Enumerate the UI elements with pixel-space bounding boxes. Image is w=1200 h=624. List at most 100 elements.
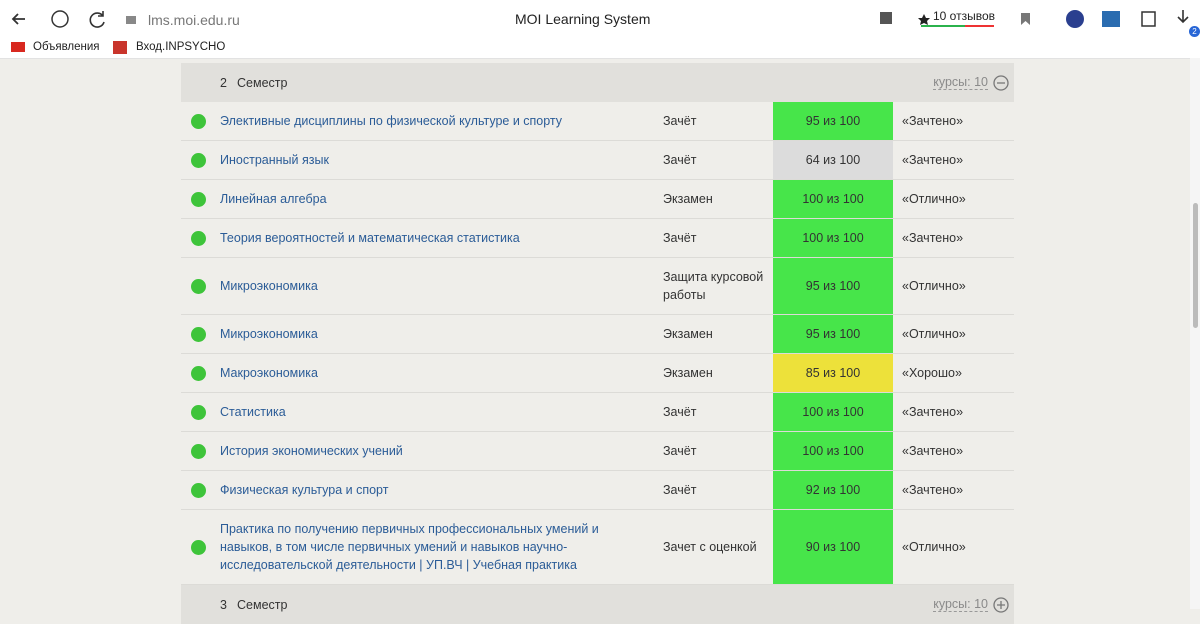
course-link[interactable]: Теория вероятностей и математическая ста… (220, 231, 520, 245)
control-type: Зачёт (663, 483, 697, 497)
semester-header: 3 Семестр курсы: 10 (181, 585, 1014, 624)
status-dot (191, 365, 206, 381)
yandex-button[interactable] (51, 10, 69, 28)
address-bar[interactable]: lms.moi.edu.ru (148, 12, 240, 28)
rating-bar (921, 25, 994, 27)
course-link[interactable]: Иностранный язык (220, 153, 329, 167)
course-row: История экономических учений Зачёт 100 из … (181, 432, 1014, 471)
course-link[interactable]: Физическая культура и спорт (220, 483, 389, 497)
course-link[interactable]: Элективные дисциплины по физической куль… (220, 114, 563, 128)
status-dot (191, 404, 206, 420)
control-type: Зачёт (663, 231, 697, 245)
course-link[interactable]: История экономических учений (220, 444, 403, 458)
course-link[interactable]: Микроэкономика (220, 279, 318, 293)
status-dot (191, 191, 206, 207)
bookmark-icons (11, 41, 127, 54)
semester-label: Семестр (237, 75, 288, 90)
semester-number: 3 (220, 597, 227, 612)
control-type: Зачёт (663, 153, 697, 167)
course-row: Микроэкономика Экзамен 95 из 100 «Отлично» (181, 315, 1014, 354)
grade: «Хорошо» (902, 366, 962, 380)
semesters-list: 2 Семестр курсы: 10 Элективные дисциплины п… (181, 63, 1014, 624)
bookmark-button[interactable] (1021, 13, 1030, 25)
course-row: Элективные дисциплины по физической куль… (181, 102, 1014, 141)
control-type: Экзамен (663, 327, 713, 341)
course-link[interactable]: Линейная алгебра (220, 192, 327, 206)
back-button[interactable] (11, 13, 25, 25)
grade: «Отлично» (902, 279, 966, 293)
grade: «Отлично» (902, 540, 966, 554)
status-dot (191, 482, 206, 498)
courses-count[interactable]: курсы: 10 (933, 597, 988, 612)
status-dot (191, 326, 206, 342)
control-type: Зачёт (663, 444, 697, 458)
course-row: Статистика Зачёт 100 из 100 «Зачтено» (181, 393, 1014, 432)
status-dot (191, 278, 206, 294)
expand-button[interactable] (993, 597, 1009, 613)
browser-toolbar: lms.moi.edu.ru MOI Learning System 10 от… (0, 0, 1200, 59)
course-link[interactable]: Статистика (220, 405, 286, 419)
grade: «Зачтено» (902, 114, 964, 128)
course-row: Макроэкономика Экзамен 85 из 100 «Хорошо» (181, 354, 1014, 393)
grade: «Зачтено» (902, 405, 964, 419)
control-type: Зачет с оценкой (663, 540, 757, 554)
download-badge: 2 (1189, 26, 1200, 37)
course-row: Линейная алгебра Экзамен 100 из 100 «Отличн… (181, 180, 1014, 219)
grade: «Отлично» (902, 327, 966, 341)
semester-header: 2 Семестр курсы: 10 (181, 63, 1014, 102)
score-cell: 85 из 100 (773, 354, 893, 392)
score-cell: 95 из 100 (773, 315, 893, 353)
bookmark-favicon (11, 42, 25, 52)
course-row: Физическая культура и спорт Зачёт 92 из 10… (181, 471, 1014, 510)
control-type: Зачёт (663, 405, 697, 419)
toggle-circle (993, 75, 1009, 91)
status-dot (191, 230, 206, 246)
page-title: MOI Learning System (515, 11, 651, 27)
course-link[interactable]: Макроэкономика (220, 366, 318, 380)
status-dot (191, 113, 206, 129)
control-type: Экзамен (663, 366, 713, 380)
score-cell: 95 из 100 (773, 102, 893, 140)
grade: «Зачтено» (902, 153, 964, 167)
course-row: Микроэкономика Защита курсовой работы 95 и… (181, 258, 1014, 315)
star-icon (918, 14, 930, 25)
bookmark[interactable]: Объявления (33, 41, 100, 53)
lock-icon (126, 16, 136, 24)
downloads-button[interactable] (1177, 10, 1189, 24)
course-row: Практика по получению первичных професси… (181, 510, 1014, 585)
score-cell: 90 из 100 (773, 510, 893, 584)
score-cell: 100 из 100 (773, 432, 893, 470)
toolbar-icons (11, 10, 1189, 28)
semester-label: Семестр (237, 597, 288, 612)
status-dot (191, 443, 206, 459)
extension-icon[interactable] (1102, 11, 1120, 27)
course-link[interactable]: Микроэкономика (220, 327, 318, 341)
score-cell: 95 из 100 (773, 258, 893, 314)
reviews-button[interactable]: 10 отзывов (933, 9, 996, 23)
course-link[interactable]: Практика по получению первичных професси… (220, 522, 599, 572)
score-cell: 100 из 100 (773, 180, 893, 218)
courses-count[interactable]: курсы: 10 (933, 75, 988, 90)
toggle-sign (997, 601, 1005, 609)
collapse-button[interactable] (993, 75, 1009, 91)
scrollbar-thumb[interactable] (1193, 203, 1198, 328)
course-row: Иностранный язык Зачёт 64 из 100 «Зачтено» (181, 141, 1014, 180)
collections-button[interactable] (1141, 11, 1156, 27)
control-type: Экзамен (663, 192, 713, 206)
extension-icon[interactable] (880, 12, 892, 24)
reload-button[interactable] (89, 11, 105, 28)
bookmark[interactable]: Вход.INPSYCHO (136, 41, 226, 53)
score-cell: 92 из 100 (773, 471, 893, 509)
grade: «Зачтено» (902, 483, 964, 497)
score-cell: 100 из 100 (773, 393, 893, 431)
control-type: Зачёт (663, 114, 697, 128)
score-cell: 64 из 100 (773, 141, 893, 179)
grade: «Зачтено» (902, 231, 964, 245)
extension-icon[interactable] (1066, 10, 1084, 28)
grade: «Зачтено» (902, 444, 964, 458)
status-dot (191, 539, 206, 555)
semester-number: 2 (220, 75, 227, 90)
control-type: Защита курсовой работы (663, 270, 764, 302)
